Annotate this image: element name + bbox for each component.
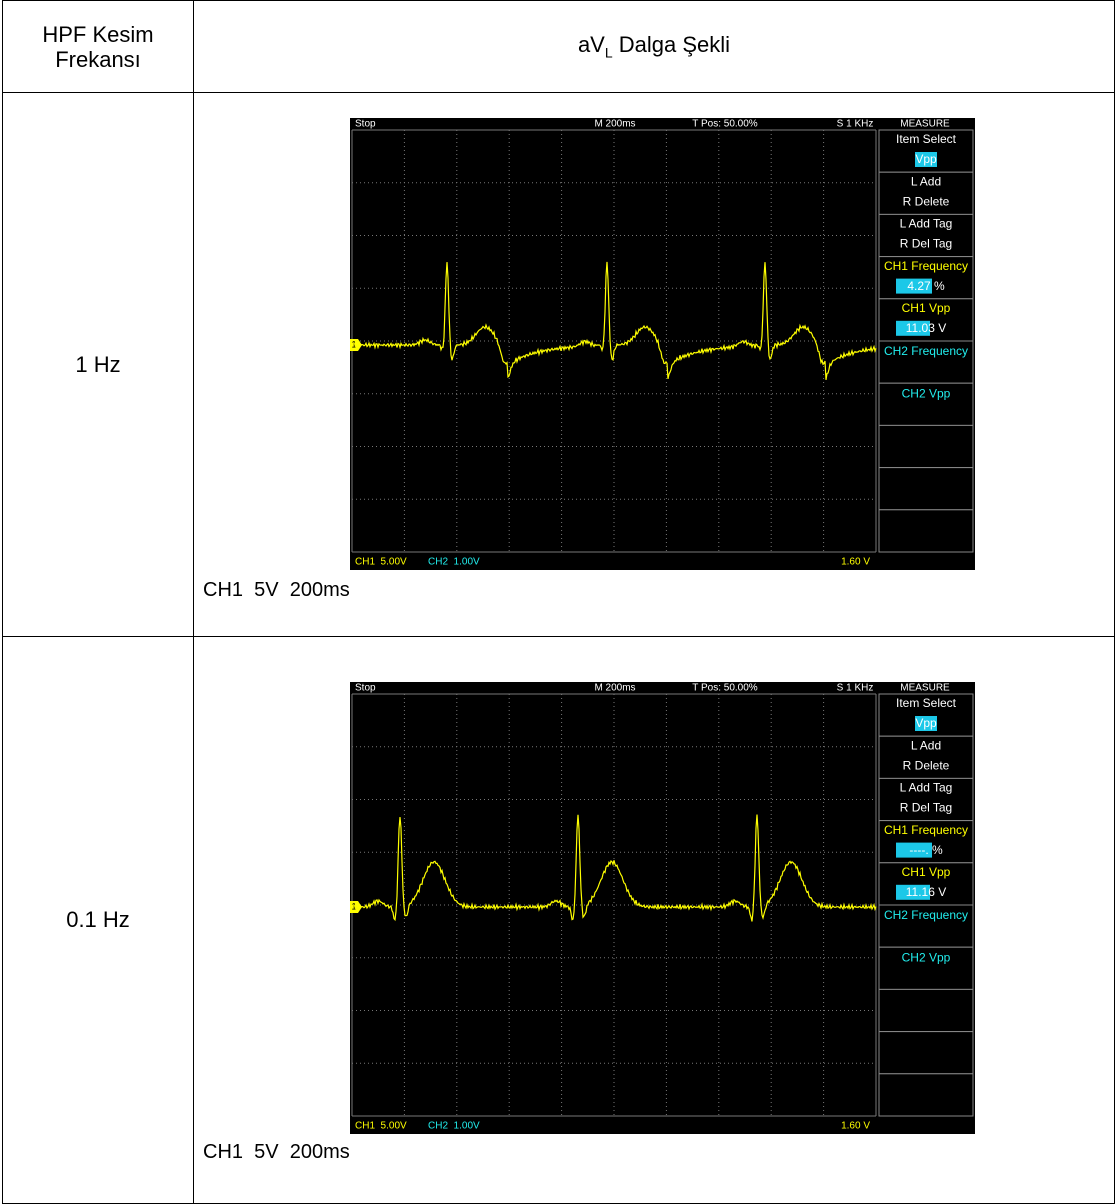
menu-value: 4.27 % — [907, 279, 945, 293]
menu-value: 11.03 V — [906, 321, 946, 335]
menu-item: CH1 Vpp — [902, 865, 951, 879]
sample-rate: S 1 KHz — [837, 683, 874, 694]
header-col2: aVL Dalga Şekli — [578, 32, 730, 60]
scope-screen: Stop M 200ms T Pos: 50.00% S 1 KHz MEASURE CH… — [350, 118, 975, 570]
trigger-level: 1.60 V — [841, 557, 870, 568]
menu-item: CH1 Frequency — [884, 259, 968, 273]
menu-box — [879, 1032, 973, 1074]
timebase: M 200ms — [594, 683, 635, 694]
menu-item: CH2 Frequency — [884, 908, 968, 922]
caption: CH1 5V 200ms — [203, 579, 350, 602]
row-label: 1 Hz — [75, 352, 120, 378]
header-text: aV — [578, 32, 605, 57]
label-cell: 0.1 Hz — [2, 636, 194, 1204]
menu-value: R Del Tag — [900, 801, 952, 815]
menu-title: MEASURE — [900, 683, 950, 694]
menu-item: L Add Tag — [900, 781, 953, 795]
trigger-position: T Pos: 50.00% — [692, 119, 758, 130]
menu-item: CH2 Frequency — [884, 344, 968, 358]
menu-value: Vpp — [915, 716, 937, 730]
header-sub: L — [605, 45, 613, 61]
menu-box — [879, 1074, 973, 1116]
header-col1: HPF Kesim Frekansı — [13, 22, 183, 72]
ch2-scale: CH2 1.00V — [428, 1121, 480, 1132]
menu-item: CH2 Vpp — [902, 950, 951, 964]
header-cell: HPF Kesim Frekansı — [2, 0, 194, 93]
ch1-scale: CH1 5.00V — [355, 557, 407, 568]
scope-screen: Stop M 200ms T Pos: 50.00% S 1 KHz MEASURE CH… — [350, 682, 975, 1134]
menu-item: CH1 Frequency — [884, 823, 968, 837]
menu-value: R Del Tag — [900, 237, 952, 251]
menu-item: Item Select — [896, 132, 957, 146]
menu-box — [879, 468, 973, 510]
menu-value: ----. % — [909, 843, 943, 857]
ch1-scale: CH1 5.00V — [355, 1121, 407, 1132]
label-cell: 1 Hz — [2, 92, 194, 637]
header-text: Dalga Şekli — [613, 32, 730, 57]
menu-item: Item Select — [896, 696, 957, 710]
menu-item: L Add — [911, 174, 941, 188]
status: Stop — [355, 683, 376, 694]
menu-box — [879, 989, 973, 1031]
ch2-scale: CH2 1.00V — [428, 557, 480, 568]
menu-box — [879, 425, 973, 467]
row-label: 0.1 Hz — [66, 907, 130, 933]
menu-item: L Add Tag — [900, 217, 953, 231]
menu-value: 11.16 V — [906, 885, 946, 899]
menu-item: CH2 Vpp — [902, 386, 951, 400]
menu-value: Vpp — [915, 152, 937, 166]
menu-value: R Delete — [903, 758, 950, 772]
status: Stop — [355, 119, 376, 130]
menu-item: L Add — [911, 738, 941, 752]
menu-value: R Delete — [903, 194, 950, 208]
caption: CH1 5V 200ms — [203, 1141, 350, 1164]
timebase: M 200ms — [594, 119, 635, 130]
page: HPF Kesim Frekansı aVL Dalga Şekli 1 Hz … — [0, 0, 1116, 1204]
trigger-level: 1.60 V — [841, 1121, 870, 1132]
menu-box — [879, 510, 973, 552]
header-cell: aVL Dalga Şekli — [193, 0, 1115, 93]
menu-title: MEASURE — [900, 119, 950, 130]
menu-item: CH1 Vpp — [902, 301, 951, 315]
trigger-position: T Pos: 50.00% — [692, 683, 758, 694]
sample-rate: S 1 KHz — [837, 119, 874, 130]
